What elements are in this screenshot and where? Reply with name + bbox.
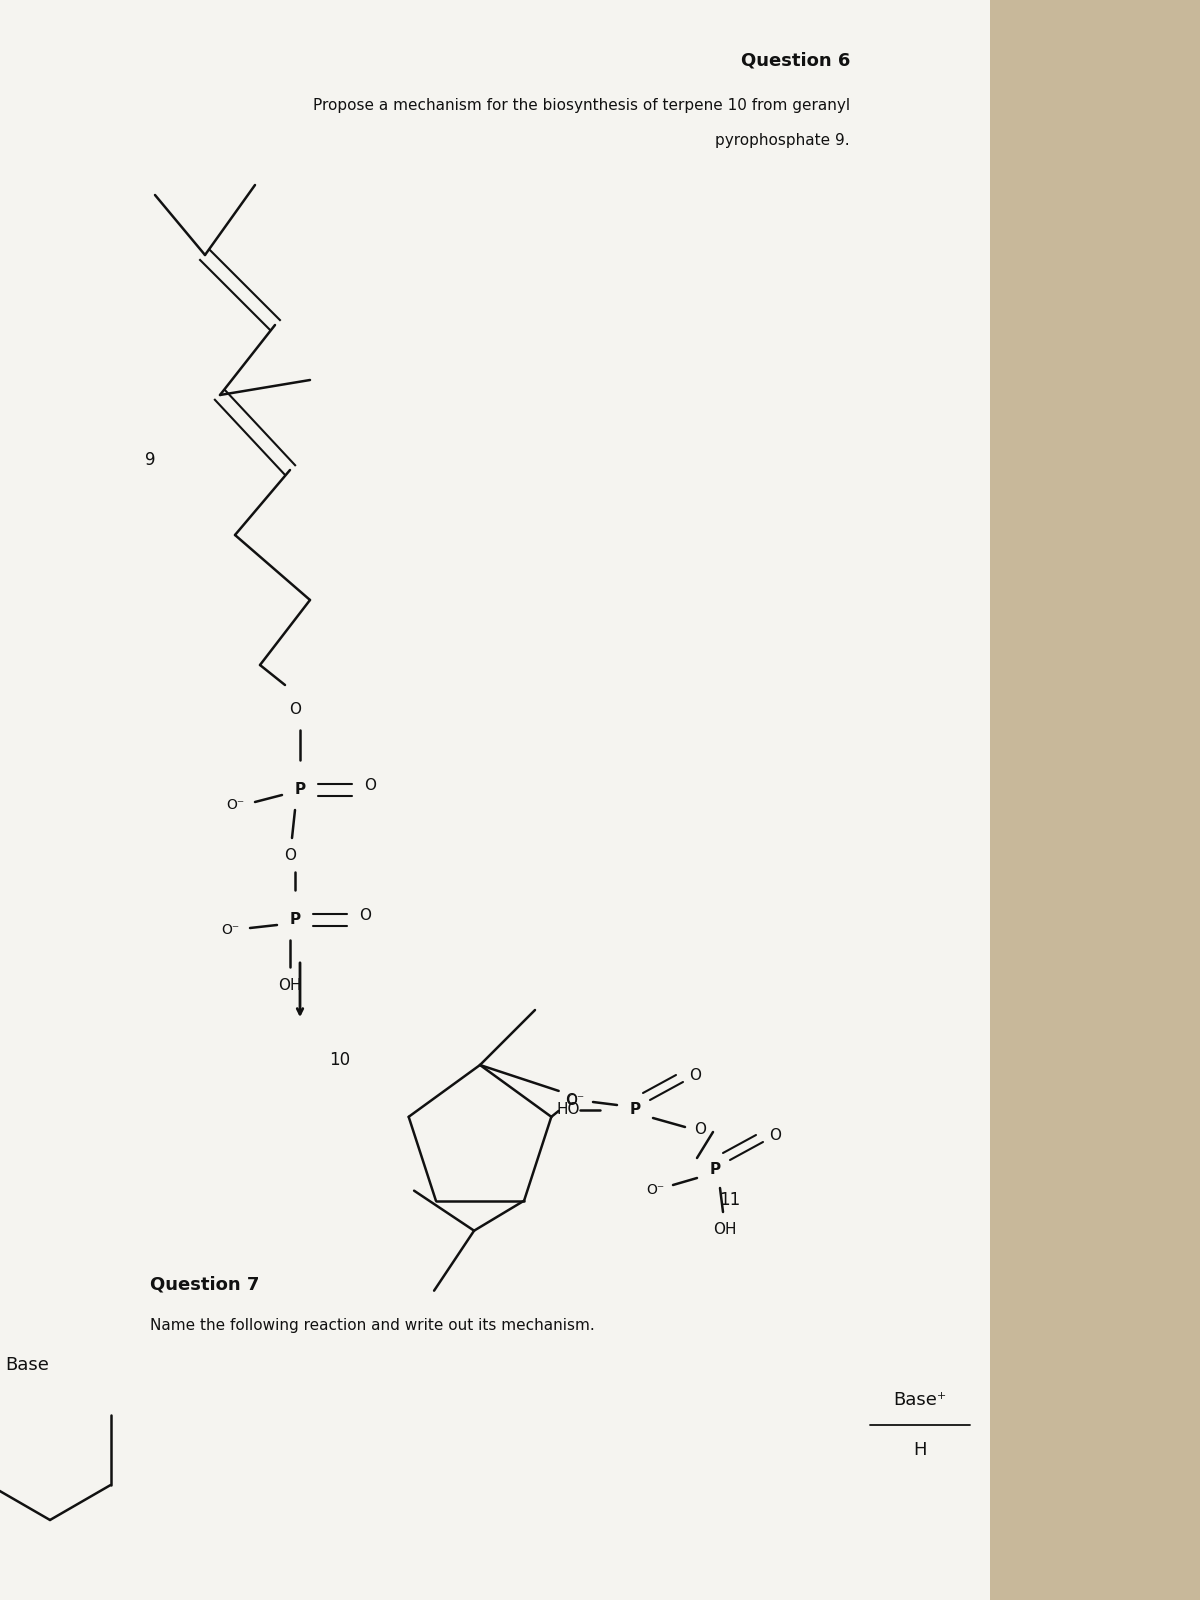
Text: 9: 9 (145, 451, 155, 469)
Text: O: O (694, 1123, 706, 1138)
Text: O⁻: O⁻ (646, 1182, 664, 1197)
Text: H: H (913, 1442, 926, 1459)
Text: Name the following reaction and write out its mechanism.: Name the following reaction and write ou… (150, 1318, 595, 1333)
Text: O⁻: O⁻ (226, 798, 244, 813)
Text: O⁻: O⁻ (221, 923, 239, 938)
Text: P: P (630, 1102, 641, 1117)
Text: O: O (289, 702, 301, 717)
Text: O: O (689, 1067, 701, 1083)
Text: O: O (769, 1128, 781, 1142)
Text: 11: 11 (719, 1190, 740, 1210)
Text: OH: OH (278, 978, 301, 992)
Text: P: P (709, 1163, 720, 1178)
Text: Propose a mechanism for the biosynthesis of terpene 10 from geranyl: Propose a mechanism for the biosynthesis… (313, 98, 850, 114)
Text: O: O (364, 778, 376, 792)
Text: O: O (284, 848, 296, 862)
Text: pyrophosphate 9.: pyrophosphate 9. (715, 133, 850, 149)
Text: Question 6: Question 6 (740, 51, 850, 69)
Text: P: P (294, 782, 306, 797)
Text: Base: Base (5, 1357, 49, 1374)
Text: Question 7: Question 7 (150, 1277, 259, 1294)
Text: Base⁺: Base⁺ (893, 1390, 947, 1410)
Text: P: P (289, 912, 300, 928)
Text: O: O (359, 907, 371, 923)
Text: O: O (565, 1093, 577, 1109)
Text: OH: OH (713, 1222, 737, 1237)
Text: O⁻: O⁻ (566, 1093, 584, 1107)
Bar (0, 0, 990, 1600)
Text: HO: HO (557, 1102, 580, 1117)
Text: 10: 10 (330, 1051, 350, 1069)
